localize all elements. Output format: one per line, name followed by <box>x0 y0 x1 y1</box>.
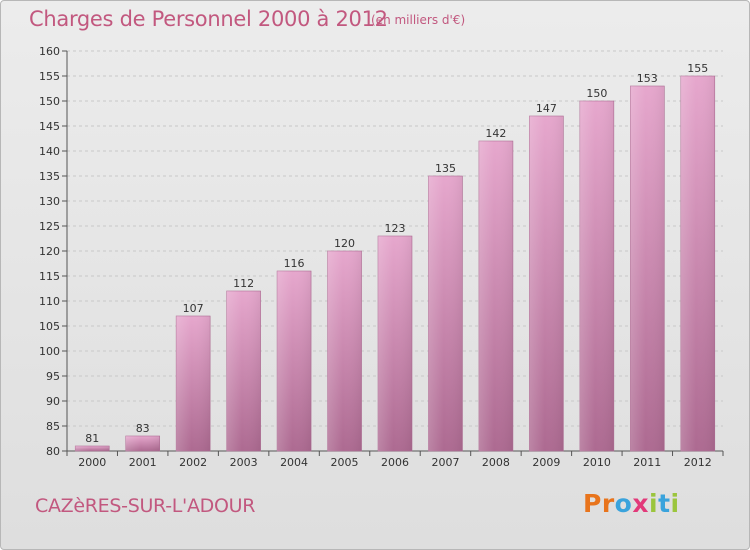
bar-shine <box>378 236 412 451</box>
logo-letter: P <box>583 489 602 518</box>
y-tick-label: 80 <box>46 445 60 458</box>
x-tick-label: 2007 <box>431 456 459 469</box>
x-tick-label: 2009 <box>532 456 560 469</box>
y-tick-label: 105 <box>39 320 60 333</box>
x-tick-label: 2005 <box>331 456 359 469</box>
chart-title: Charges de Personnel 2000 à 2012 <box>29 7 388 31</box>
data-label: 116 <box>284 257 305 270</box>
data-label: 83 <box>136 422 150 435</box>
y-tick-label: 125 <box>39 220 60 233</box>
y-tick-label: 150 <box>39 95 60 108</box>
logo-letter: x <box>632 489 649 518</box>
bar-shine <box>680 76 715 451</box>
bar-shine <box>277 271 312 451</box>
proxiti-logo: Proxiti <box>583 489 680 518</box>
data-label: 147 <box>536 102 557 115</box>
data-labels: 81 83 107 112 116 120 123 135 142 147 150 153 155 <box>85 62 708 445</box>
data-label: 150 <box>586 87 607 100</box>
bar-shine <box>226 291 261 451</box>
y-tick-label: 135 <box>39 170 60 183</box>
logo-letter: r <box>601 489 615 518</box>
bar-shine <box>579 101 614 451</box>
x-tick-label: 2001 <box>129 456 157 469</box>
y-tick-label: 140 <box>39 145 60 158</box>
data-label: 120 <box>334 237 355 250</box>
bar-shine <box>478 141 513 451</box>
data-label: 112 <box>233 277 254 290</box>
x-tick-label: 2012 <box>684 456 712 469</box>
y-tick-label: 130 <box>39 195 60 208</box>
x-tick-label: 2006 <box>381 456 409 469</box>
x-tick-label: 2008 <box>482 456 510 469</box>
y-tick-label: 115 <box>39 270 60 283</box>
logo-letter: o <box>614 489 633 518</box>
y-tick-label: 155 <box>39 70 60 83</box>
y-tick-label: 90 <box>46 395 60 408</box>
y-tick-label: 160 <box>39 45 60 58</box>
chart-subtitle: (en milliers d'€) <box>371 13 466 27</box>
bar-shine <box>327 251 362 451</box>
data-label: 107 <box>183 302 204 315</box>
y-tick-label: 145 <box>39 120 60 133</box>
data-label: 142 <box>485 127 506 140</box>
bars <box>74 75 716 452</box>
data-label: 153 <box>637 72 658 85</box>
axes: 80 85 90 95 100 105 110 115 120 125 130 135 140 145 15… <box>39 45 724 469</box>
logo-letter: i <box>649 489 659 518</box>
y-tick-label: 85 <box>46 420 60 433</box>
data-label: 123 <box>385 222 406 235</box>
x-tick-label: 2004 <box>280 456 308 469</box>
bar-shine <box>125 436 160 451</box>
x-tick-label: 2002 <box>179 456 207 469</box>
logo-letter: i <box>670 489 680 518</box>
data-label: 81 <box>85 432 99 445</box>
logo-letter: t <box>658 489 671 518</box>
x-tick-label: 2000 <box>78 456 106 469</box>
y-tick-label: 120 <box>39 245 60 258</box>
y-tick-label: 110 <box>39 295 60 308</box>
bar-shine <box>630 86 665 451</box>
commune-name: CAZèRES-SUR-L'ADOUR <box>35 495 256 517</box>
x-tick-label: 2010 <box>583 456 611 469</box>
x-tick-label: 2003 <box>230 456 258 469</box>
bar-shine <box>428 176 463 451</box>
data-label: 135 <box>435 162 456 175</box>
bar-shine <box>529 116 564 451</box>
bar-shine <box>75 446 110 451</box>
y-tick-label: 95 <box>46 370 60 383</box>
bar-shine <box>176 316 211 451</box>
x-tick-label: 2011 <box>633 456 661 469</box>
data-label: 155 <box>687 62 708 75</box>
y-tick-label: 100 <box>39 345 60 358</box>
